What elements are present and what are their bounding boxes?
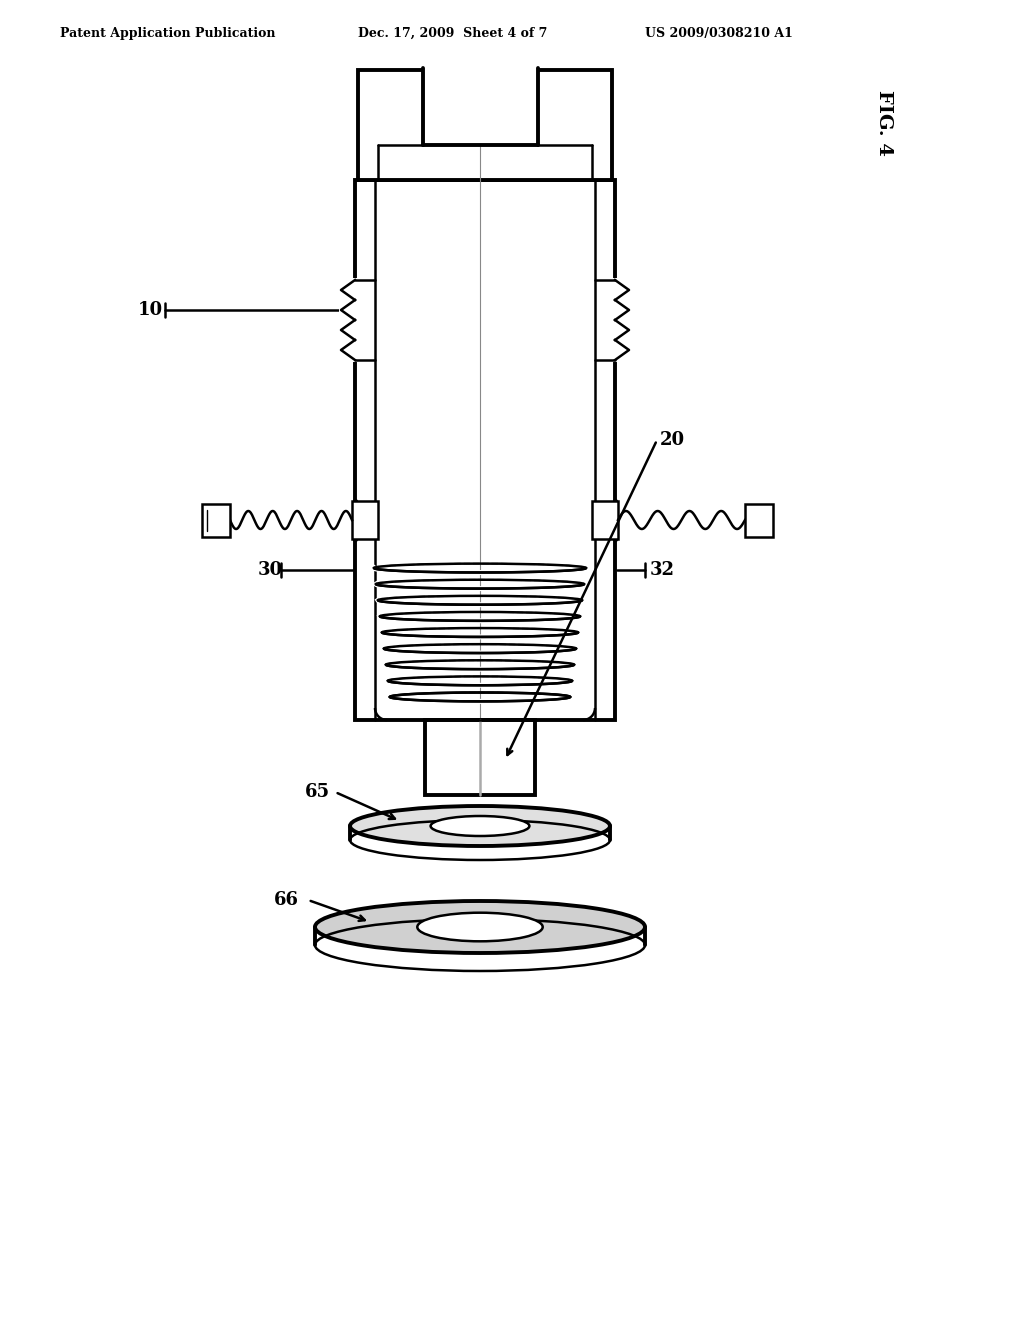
Bar (355, 180, 615, 719)
Text: 32: 32 (650, 561, 675, 579)
Text: 20: 20 (660, 432, 685, 449)
Bar (202, 503, 230, 536)
Text: Dec. 17, 2009  Sheet 4 of 7: Dec. 17, 2009 Sheet 4 of 7 (358, 26, 548, 40)
Bar (613, 279, 631, 362)
Bar (423, 69, 538, 145)
Bar (745, 503, 773, 536)
Ellipse shape (315, 902, 645, 953)
Ellipse shape (418, 912, 543, 941)
Text: 10: 10 (138, 301, 163, 319)
Text: FIG. 4: FIG. 4 (874, 90, 893, 156)
Bar (592, 502, 618, 539)
Text: 30: 30 (258, 561, 283, 579)
Bar (339, 279, 357, 362)
Bar (352, 502, 378, 539)
Text: Patent Application Publication: Patent Application Publication (60, 26, 275, 40)
Bar (425, 719, 535, 795)
Ellipse shape (350, 807, 610, 846)
Text: US 2009/0308210 A1: US 2009/0308210 A1 (645, 26, 793, 40)
Ellipse shape (431, 816, 529, 836)
Bar (358, 70, 612, 180)
Text: 65: 65 (305, 783, 330, 801)
Text: 66: 66 (274, 891, 299, 909)
